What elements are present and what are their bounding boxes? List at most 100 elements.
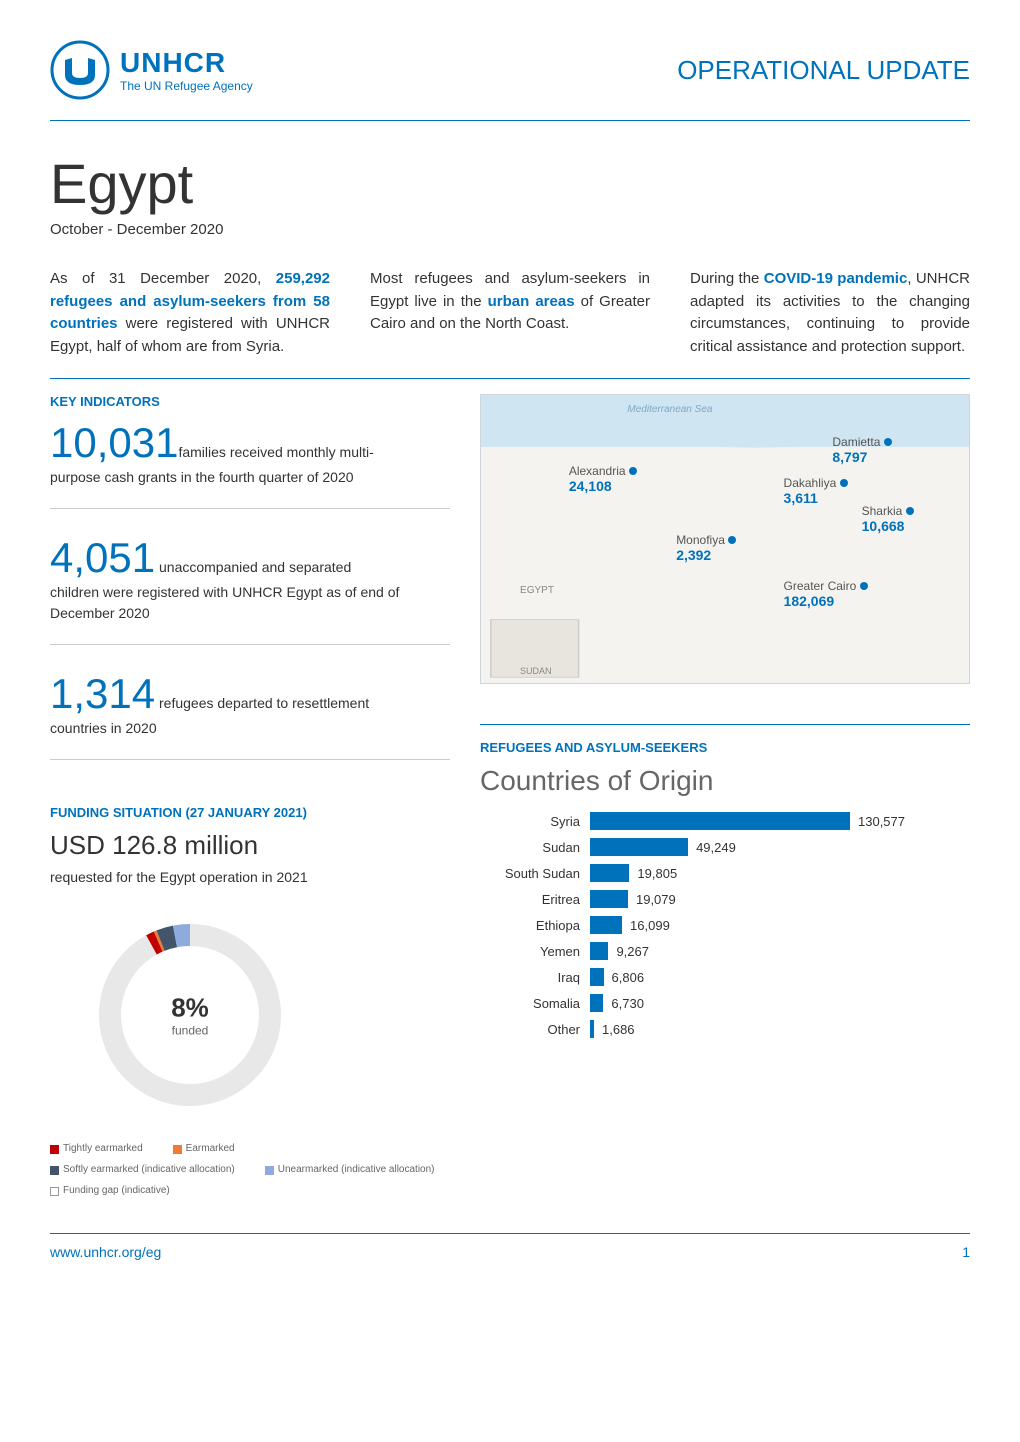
legend-item: Earmarked: [173, 1140, 235, 1158]
bar-fill: [590, 968, 604, 986]
bar-row: Iraq6,806: [480, 968, 970, 986]
bar-fill: [590, 942, 608, 960]
legend-label: Funding gap (indicative): [63, 1182, 170, 1200]
bar-label: South Sudan: [480, 866, 590, 881]
indicator-item: 4,051 unaccompanied and separated childre…: [50, 534, 450, 645]
bar-label: Sudan: [480, 840, 590, 855]
map-point-value: 10,668: [862, 518, 914, 534]
indicator-text: children were registered with UNHCR Egyp…: [50, 582, 450, 624]
bar-value: 19,805: [637, 866, 677, 881]
bar-track: 16,099: [590, 916, 970, 934]
intro-highlight-3: COVID-19 pandemic: [764, 270, 908, 287]
bar-label: Other: [480, 1022, 590, 1037]
indicator-inline: unaccompanied and separated: [155, 559, 351, 575]
map-point-value: 2,392: [676, 547, 736, 563]
map-point: Dakahliya 3,611: [784, 476, 848, 506]
map-point: Greater Cairo 182,069: [784, 579, 868, 609]
map-point-name: Damietta: [832, 435, 891, 449]
map-point-dot: [840, 479, 848, 487]
coo-bar-chart: Syria130,577Sudan49,249South Sudan19,805…: [480, 812, 970, 1038]
egypt-map: Damietta 8,797Alexandria 24,108Dakahliya…: [480, 394, 970, 684]
bar-value: 16,099: [630, 918, 670, 933]
date-range: October - December 2020: [50, 221, 970, 238]
intro-highlight-2: urban areas: [488, 293, 575, 310]
bar-label: Yemen: [480, 944, 590, 959]
legend-item: Unearmarked (indicative allocation): [265, 1161, 435, 1179]
indicator-inline: refugees departed to resettlement: [155, 695, 369, 711]
header-divider: [50, 120, 970, 121]
legend-item: Funding gap (indicative): [50, 1182, 170, 1200]
map-point-value: 3,611: [784, 490, 848, 506]
org-tagline: The UN Refugee Agency: [120, 79, 253, 93]
legend-swatch: [265, 1166, 274, 1175]
bar-value: 9,267: [616, 944, 649, 959]
map-point: Damietta 8,797: [832, 435, 891, 465]
logo-text: UNHCR The UN Refugee Agency: [120, 47, 253, 93]
bar-label: Syria: [480, 814, 590, 829]
page-footer: www.unhcr.org/eg 1: [50, 1233, 970, 1260]
legend-label: Tightly earmarked: [63, 1140, 143, 1158]
map-point: Monofiya 2,392: [676, 533, 736, 563]
intro-col-1: As of 31 December 2020, 259,292 refugees…: [50, 268, 330, 358]
bar-row: South Sudan 19,805: [480, 864, 970, 882]
bar-label: Iraq: [480, 970, 590, 985]
page: UNHCR The UN Refugee Agency OPERATIONAL …: [0, 0, 1020, 1290]
funding-amount: USD 126.8 million: [50, 830, 450, 861]
footer-url: www.unhcr.org/eg: [50, 1244, 161, 1260]
bar-fill: [590, 916, 622, 934]
donut-pct-label: funded: [171, 1024, 209, 1038]
indicator-value: 1,314: [50, 670, 155, 717]
indicator-text: countries in 2020: [50, 718, 450, 739]
map-point-value: 8,797: [832, 449, 891, 465]
bar-value: 1,686: [602, 1022, 635, 1037]
bar-value: 19,079: [636, 892, 676, 907]
indicator-value: 10,031: [50, 419, 178, 466]
indicator-value: 4,051: [50, 534, 155, 581]
bar-row: Other 1,686: [480, 1020, 970, 1038]
bar-label: Somalia: [480, 996, 590, 1011]
right-column: Damietta 8,797Alexandria 24,108Dakahliya…: [480, 394, 970, 1203]
header: UNHCR The UN Refugee Agency OPERATIONAL …: [50, 40, 970, 100]
map-point-name: Alexandria: [569, 464, 637, 478]
section-divider-1: [50, 378, 970, 379]
map-annotation: EGYPT: [520, 585, 554, 596]
doc-type: OPERATIONAL UPDATE: [677, 55, 970, 86]
bar-track: 6,806: [590, 968, 970, 986]
coo-label: REFUGEES AND ASYLUM-SEEKERS: [480, 740, 970, 755]
legend-label: Unearmarked (indicative allocation): [278, 1161, 435, 1179]
bar-row: Syria130,577: [480, 812, 970, 830]
donut-center-label: 8% funded: [171, 993, 209, 1038]
map-point-name: Sharkia: [862, 504, 914, 518]
section-divider-2: [480, 724, 970, 725]
funding-subtitle: requested for the Egypt operation in 202…: [50, 869, 450, 885]
legend-swatch: [173, 1145, 182, 1154]
coo-title: Countries of Origin: [480, 765, 970, 797]
bar-value: 6,730: [611, 996, 644, 1011]
footer-page-number: 1: [962, 1244, 970, 1260]
legend-row: Funding gap (indicative): [50, 1182, 450, 1200]
legend-swatch: [50, 1145, 59, 1154]
map-point: Sharkia 10,668: [862, 504, 914, 534]
map-point-dot: [629, 467, 637, 475]
map-point-dot: [884, 438, 892, 446]
bar-track: 130,577: [590, 812, 970, 830]
donut-pct: 8%: [171, 993, 209, 1024]
left-column: KEY INDICATORS 10,031families received m…: [50, 394, 450, 1203]
legend-item: Softly earmarked (indicative allocation): [50, 1161, 235, 1179]
bar-fill: [590, 838, 688, 856]
map-point-name: Greater Cairo: [784, 579, 868, 593]
map-point-value: 182,069: [784, 593, 868, 609]
bar-fill: [590, 994, 603, 1012]
bar-fill: [590, 1020, 594, 1038]
bar-track: 6,730: [590, 994, 970, 1012]
unhcr-logo-icon: [50, 40, 110, 100]
legend-label: Softly earmarked (indicative allocation): [63, 1161, 235, 1179]
bar-label: Ethiopa: [480, 918, 590, 933]
bar-track: 19,805: [590, 864, 970, 882]
legend-row: Softly earmarked (indicative allocation)…: [50, 1161, 450, 1179]
bar-label: Eritrea: [480, 892, 590, 907]
bar-fill: [590, 864, 629, 882]
intro-col-3: During the COVID-19 pandemic, UNHCR adap…: [690, 268, 970, 358]
map-point-dot: [728, 536, 736, 544]
bar-row: Yemen 9,267: [480, 942, 970, 960]
